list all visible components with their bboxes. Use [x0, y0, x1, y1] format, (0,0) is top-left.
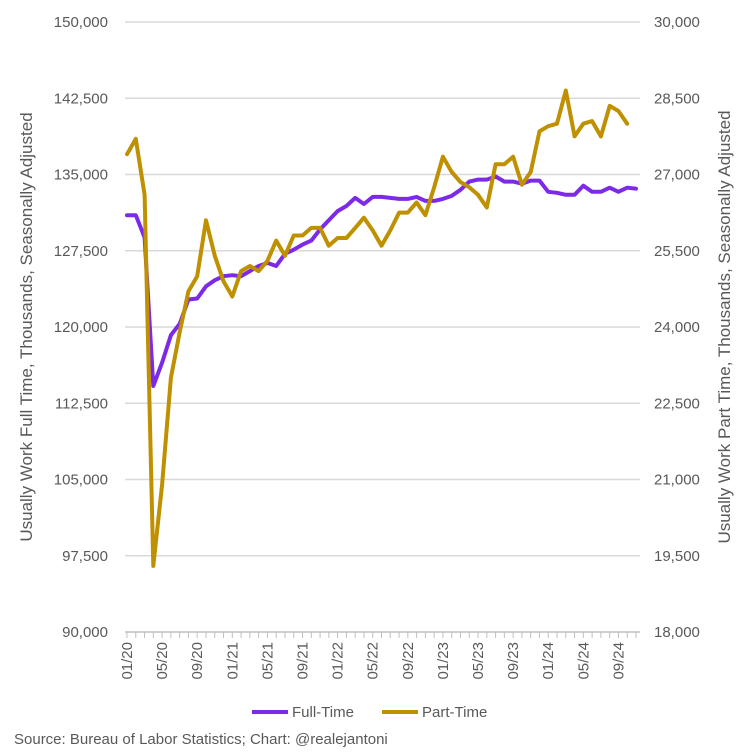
y-axis-left-title: Usually Work Full Time, Thousands, Seaso… — [17, 112, 36, 541]
legend-full-time-label: Full-Time — [292, 704, 354, 721]
y-tick-label-left: 135,000 — [54, 167, 108, 184]
x-tick-label: 09/21 — [295, 642, 312, 680]
y-tick-label-left: 150,000 — [54, 14, 108, 31]
x-tick-label: 09/20 — [189, 642, 206, 680]
x-tick-label: 01/21 — [224, 642, 241, 680]
y-tick-label-right: 25,500 — [654, 243, 700, 260]
x-tick-label: 05/22 — [365, 642, 382, 680]
x-tick-label: 05/20 — [154, 642, 171, 680]
y-tick-label-left: 127,500 — [54, 243, 108, 260]
x-tick-label: 01/20 — [119, 642, 136, 680]
axes — [125, 631, 640, 638]
y-tick-label-right: 27,000 — [654, 167, 700, 184]
full-time-series-line — [125, 174, 638, 388]
x-tick-label: 05/24 — [575, 642, 592, 680]
tick-labels: 90,000 18,000 97,500 19,500 105,000 21,000 112… — [54, 14, 700, 680]
y-tick-label-left: 97,500 — [62, 548, 108, 565]
y-tick-label-right: 30,000 — [654, 14, 700, 31]
y-tick-label-right: 24,000 — [654, 319, 700, 336]
legend-part-time-label: Part-Time — [422, 704, 487, 721]
x-tick-label: 01/23 — [435, 642, 452, 680]
y-tick-label-left: 142,500 — [54, 90, 108, 107]
y-tick-label-right: 28,500 — [654, 90, 700, 107]
y-tick-label-right: 21,000 — [654, 472, 700, 489]
x-tick-label: 09/22 — [400, 642, 417, 680]
y-tick-label-right: 22,500 — [654, 395, 700, 412]
y-tick-label-left: 120,000 — [54, 319, 108, 336]
y-axis-right-title: Usually Work Part Time, Thousands, Seaso… — [715, 110, 734, 543]
x-tick-label: 09/23 — [505, 642, 522, 680]
y-tick-label-left: 90,000 — [62, 624, 108, 641]
x-tick-label: 01/24 — [540, 642, 557, 680]
y-tick-label-left: 105,000 — [54, 472, 108, 489]
y-tick-label-left: 112,500 — [55, 395, 108, 412]
x-tick-label: 05/23 — [470, 642, 487, 680]
y-tick-label-right: 19,500 — [654, 548, 700, 565]
part-time-series-line — [125, 88, 630, 568]
source-note: Source: Bureau of Labor Statistics; Char… — [14, 731, 388, 748]
x-tick-label: 09/24 — [610, 642, 627, 680]
gridlines — [125, 21, 640, 557]
legend: Full-Time Part-Time — [252, 704, 487, 721]
y-tick-label-right: 18,000 — [654, 624, 700, 641]
x-tick-label: 05/21 — [259, 642, 276, 680]
x-tick-label: 01/22 — [330, 642, 347, 680]
series-lines — [125, 88, 638, 568]
